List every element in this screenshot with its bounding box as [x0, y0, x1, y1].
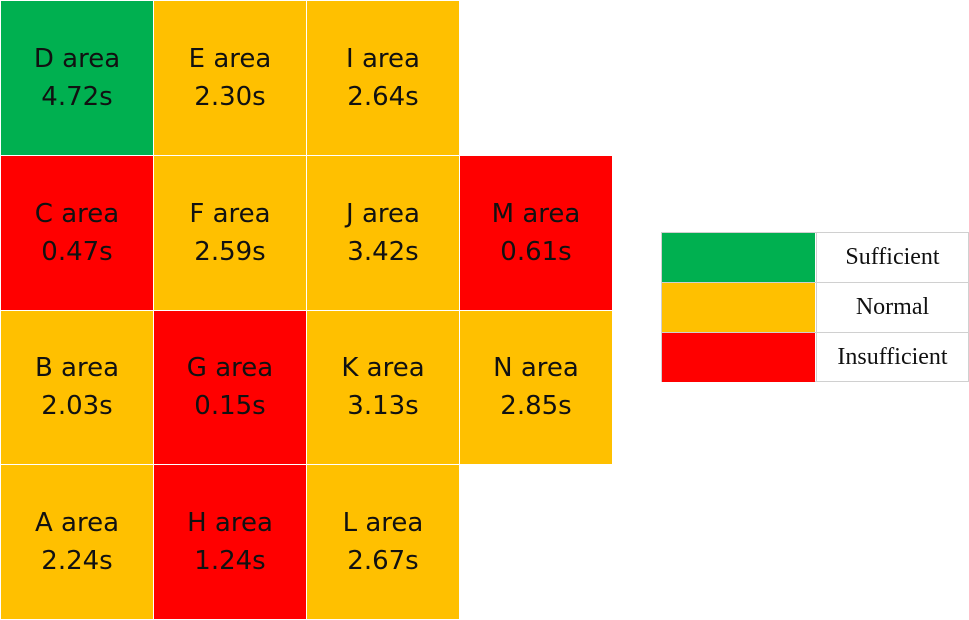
- area-cell-f: F area 2.59s: [153, 154, 307, 311]
- area-cell-l: L area 2.67s: [306, 464, 460, 620]
- legend-label-normal: Normal: [816, 283, 968, 332]
- area-time: 2.59s: [194, 236, 266, 267]
- area-name: M area: [491, 198, 581, 229]
- area-cell-i: I area 2.64s: [306, 0, 460, 156]
- legend-label-sufficient: Sufficient: [816, 233, 968, 282]
- area-name: C area: [34, 198, 120, 229]
- area-cell-b: B area 2.03s: [0, 309, 154, 466]
- area-name: F area: [189, 198, 271, 229]
- area-time: 1.24s: [194, 546, 266, 577]
- area-name: G area: [186, 353, 274, 384]
- area-cell-d: D area 4.72s: [0, 0, 154, 156]
- area-time: 2.30s: [194, 81, 266, 112]
- area-time: 3.42s: [347, 236, 419, 267]
- legend-swatch-sufficient: [662, 233, 815, 282]
- area-name: L area: [342, 508, 424, 539]
- area-time: 2.85s: [500, 391, 572, 422]
- legend-row-insufficient: Insufficient: [662, 332, 968, 382]
- area-cell-k: K area 3.13s: [306, 309, 460, 466]
- area-time: 0.61s: [500, 236, 572, 267]
- area-cell-j: J area 3.42s: [306, 154, 460, 311]
- legend-label-insufficient: Insufficient: [816, 333, 968, 382]
- area-time: 2.03s: [41, 391, 113, 422]
- area-grid: D area 4.72s E area 2.30s I area 2.64s C area 0…: [0, 0, 613, 620]
- legend-row-sufficient: Sufficient: [662, 233, 968, 282]
- area-cell-c: C area 0.47s: [0, 154, 154, 311]
- area-name: H area: [187, 508, 273, 539]
- area-name: E area: [188, 43, 272, 74]
- area-time: 0.47s: [41, 236, 113, 267]
- legend-row-normal: Normal: [662, 282, 968, 332]
- area-name: A area: [34, 508, 120, 539]
- area-cell-e: E area 2.30s: [153, 0, 307, 156]
- area-name: D area: [33, 43, 121, 74]
- area-name: N area: [493, 353, 579, 384]
- legend-swatch-normal: [662, 283, 815, 332]
- area-time: 4.72s: [41, 81, 113, 112]
- area-name: B area: [34, 353, 120, 384]
- area-name: J area: [346, 198, 420, 229]
- area-cell-a: A area 2.24s: [0, 464, 154, 620]
- area-time: 3.13s: [347, 391, 419, 422]
- area-name: K area: [341, 353, 425, 384]
- area-time: 2.24s: [41, 546, 113, 577]
- area-time: 2.67s: [347, 546, 419, 577]
- area-time: 2.64s: [347, 81, 419, 112]
- area-name: I area: [346, 43, 420, 74]
- area-cell-n: N area 2.85s: [459, 309, 613, 466]
- area-cell-h: H area 1.24s: [153, 464, 307, 620]
- area-time: 0.15s: [194, 391, 266, 422]
- area-cell-m: M area 0.61s: [459, 154, 613, 311]
- legend-swatch-insufficient: [662, 333, 815, 382]
- area-cell-g: G area 0.15s: [153, 309, 307, 466]
- legend: Sufficient Normal Insufficient: [661, 232, 969, 382]
